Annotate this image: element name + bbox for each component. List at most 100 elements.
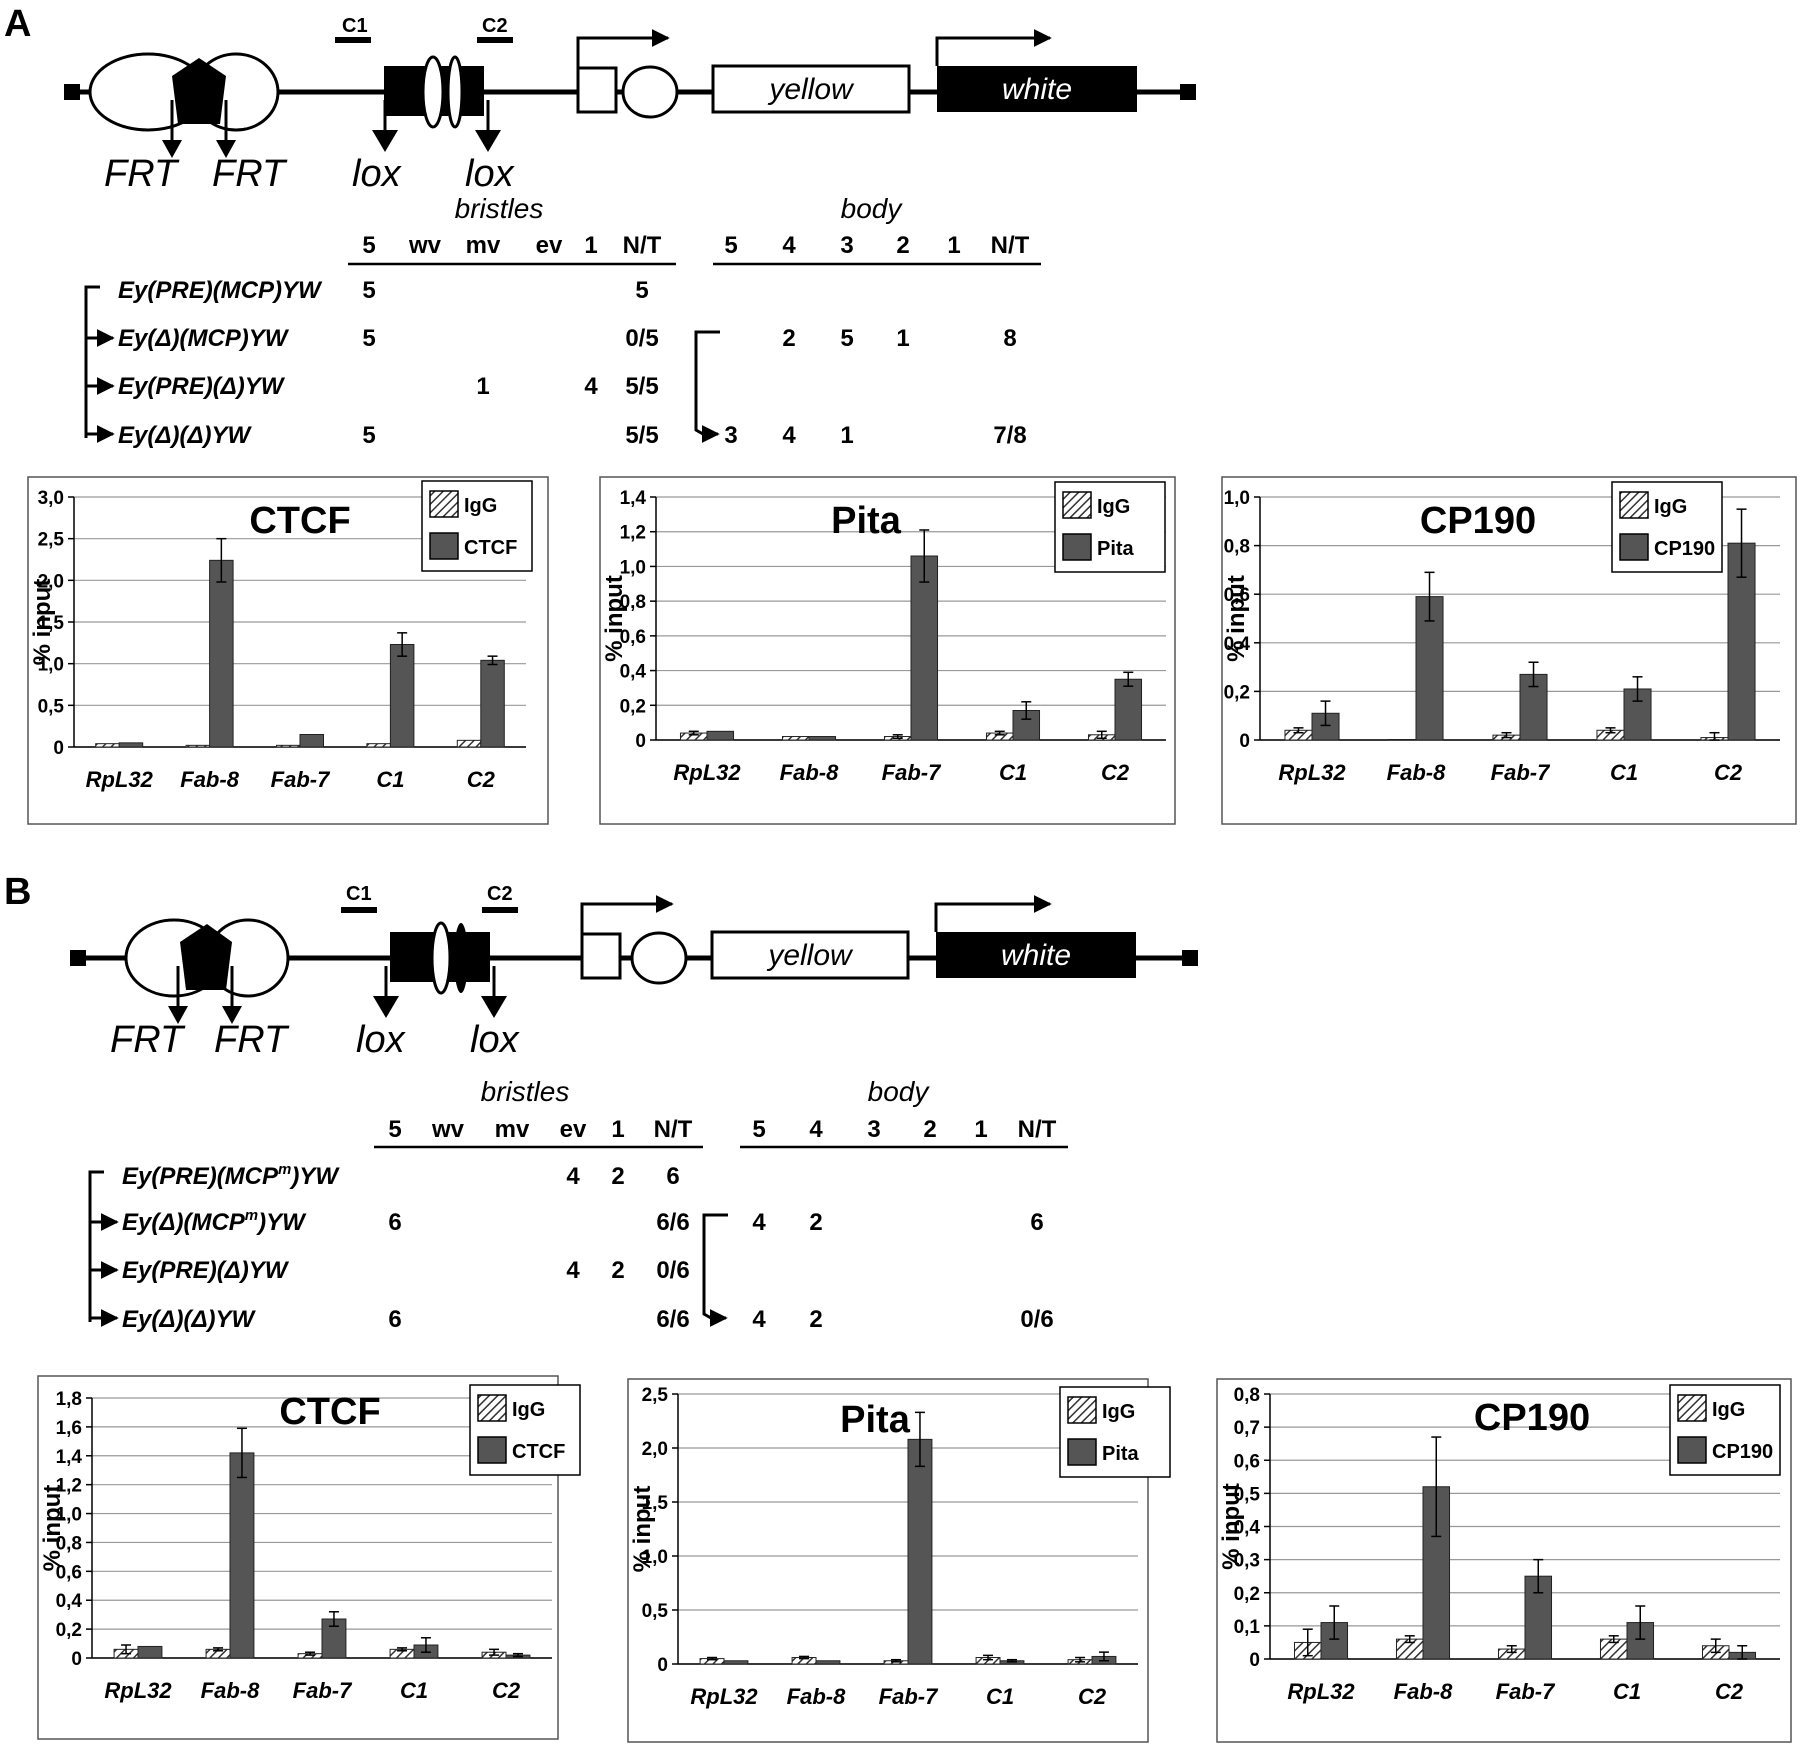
bristle-col-1: 1	[611, 1116, 624, 1143]
bristle-col-5: 5	[362, 232, 375, 259]
body-col-4: 4	[782, 232, 796, 259]
y-tick-label: 0,8	[620, 592, 646, 613]
bristle-col-nt: N/T	[654, 1116, 693, 1143]
legend-label: Pita	[1102, 1443, 1140, 1465]
table-cell: 0/6	[1020, 1306, 1053, 1333]
y-tick-label: 2,5	[38, 530, 65, 551]
chart-b-ctcf: 0 0,2 0,4 0,6 0,8 1,0 1,2 1,4 1,6 1,8 % input CTCF R…	[37, 1375, 581, 1740]
frt-label-1: FRT	[110, 1019, 186, 1061]
x-tick-label: Fab-8	[1394, 1679, 1453, 1704]
x-tick-label: C2	[1101, 760, 1130, 785]
legend-label: IgG	[464, 495, 497, 517]
body-header: body	[868, 1076, 931, 1107]
fragment-c1-label: C1	[342, 15, 368, 37]
y-tick-label: 1,4	[620, 488, 647, 509]
table-row-name: Ey(Δ)(MCPm)YW	[122, 1207, 307, 1236]
bristle-col-mv: mv	[495, 1116, 530, 1143]
table-cell: 4	[752, 1306, 766, 1333]
table-cell: 1	[840, 422, 853, 449]
table-cell: 3	[724, 422, 737, 449]
chart-a-cp190: 0 0,2 0,4 0,6 0,8 1,0 % input CP190 RpL32 Fab-8 Fa…	[1221, 476, 1797, 825]
y-tick-label: 0,4	[620, 662, 647, 683]
y-tick-label: 0,1	[1234, 1617, 1261, 1638]
table-cell: 2	[809, 1306, 822, 1333]
body-col-4: 4	[809, 1116, 823, 1143]
x-tick-label: Fab-7	[293, 1678, 353, 1703]
legend-swatch	[1067, 1438, 1097, 1466]
table-cell: 0/6	[656, 1257, 689, 1284]
x-tick-label: C2	[1078, 1684, 1107, 1709]
y-axis-label: % input	[629, 1486, 656, 1573]
x-tick-label: Fab-7	[271, 767, 331, 792]
bristles-header: bristles	[481, 1076, 570, 1107]
x-tick-label: Fab-8	[180, 767, 239, 792]
lox-label-1: lox	[352, 153, 403, 195]
fragment-c1-label: C1	[346, 883, 372, 905]
bristle-col-mv: mv	[466, 232, 501, 259]
y-axis-label: % input	[29, 579, 56, 666]
chart-a-pita: 0 0,2 0,4 0,6 0,8 1,0 1,2 1,4 % input Pita RpL32 Fa…	[599, 476, 1176, 825]
legend-swatch	[1062, 533, 1092, 561]
legend-swatch	[429, 532, 459, 560]
legend-label: IgG	[512, 1399, 545, 1421]
y-axis-label: % input	[601, 575, 628, 662]
gene-yellow-label: yellow	[767, 73, 855, 106]
body-col-nt: N/T	[1018, 1116, 1057, 1143]
x-tick-label: RpL32	[1287, 1679, 1355, 1704]
bar-antibody	[229, 1452, 255, 1659]
y-tick-label: 0	[71, 1649, 82, 1670]
y-tick-label: 0,6	[1224, 585, 1250, 606]
panel-b: B C1 C2 yellow	[4, 871, 1792, 1743]
table-cell: 5	[840, 325, 853, 352]
table-cell: 8	[1003, 325, 1016, 352]
y-tick-label: 0,6	[620, 627, 646, 648]
bar-igg	[1388, 739, 1417, 741]
x-tick-label: C2	[1714, 760, 1743, 785]
chart-b-cp190: 0 0,1 0,2 0,3 0,4 0,5 0,6 0,7 0,8 % input CP190 RpL…	[1216, 1378, 1792, 1743]
y-axis-label: % input	[1223, 575, 1250, 662]
table-cell: 0/5	[625, 325, 658, 352]
bar-antibody	[118, 742, 144, 748]
legend-swatch	[1619, 491, 1649, 519]
bristle-col-nt: N/T	[623, 232, 662, 259]
table-cell: 2	[611, 1257, 624, 1284]
bar-antibody	[137, 1645, 163, 1659]
y-tick-label: 2,0	[38, 571, 64, 592]
bar-antibody	[706, 730, 735, 741]
y-tick-label: 0,5	[38, 696, 65, 717]
legend-swatch	[1677, 1394, 1707, 1422]
y-tick-label: 2,0	[642, 1439, 668, 1460]
y-tick-label: 1,0	[38, 655, 64, 676]
chart-title: CTCF	[249, 500, 350, 542]
phenotype-table-b: bristles body 5 wv mv ev 1 N/T 5 4 3 2 1…	[88, 1076, 1068, 1333]
bristle-col-5: 5	[388, 1116, 401, 1143]
x-tick-label: Fab-8	[201, 1678, 260, 1703]
x-tick-label: C1	[400, 1678, 428, 1703]
table-cell: 6	[666, 1163, 679, 1190]
table-cells-b: 4 2 6 6 6/6 4 2 6 4 2 0/6 6 6/6 4 2 0/6	[388, 1163, 1053, 1333]
x-tick-label: C2	[1715, 1679, 1744, 1704]
y-tick-label: 0,4	[1224, 634, 1251, 655]
body-header: body	[841, 193, 904, 224]
y-tick-label: 0	[657, 1655, 668, 1676]
table-cell: 2	[782, 325, 795, 352]
table-cell: 6/6	[656, 1306, 689, 1333]
chart-a-ctcf: 0 0,5 1,0 1,5 2,0 2,5 3,0 % input CTCF RpL32 Fab-8…	[27, 476, 549, 825]
bar-antibody	[723, 1660, 749, 1665]
x-tick-label: C1	[376, 767, 404, 792]
y-tick-label: 1,0	[56, 1505, 82, 1526]
table-cell: 4	[782, 422, 796, 449]
y-tick-label: 0,2	[1224, 682, 1250, 703]
panel-label-a: A	[4, 3, 31, 45]
y-tick-label: 1,2	[56, 1476, 82, 1497]
legend-label: IgG	[1097, 496, 1130, 518]
legend-swatch	[429, 490, 459, 518]
y-tick-label: 0	[635, 731, 646, 752]
table-cell: 4	[584, 373, 598, 400]
x-tick-label: C1	[1613, 1679, 1641, 1704]
x-tick-label: RpL32	[690, 1684, 758, 1709]
fragment-c2-label: C2	[482, 15, 508, 37]
table-cell: 6	[388, 1209, 401, 1236]
bar-antibody	[299, 734, 325, 748]
